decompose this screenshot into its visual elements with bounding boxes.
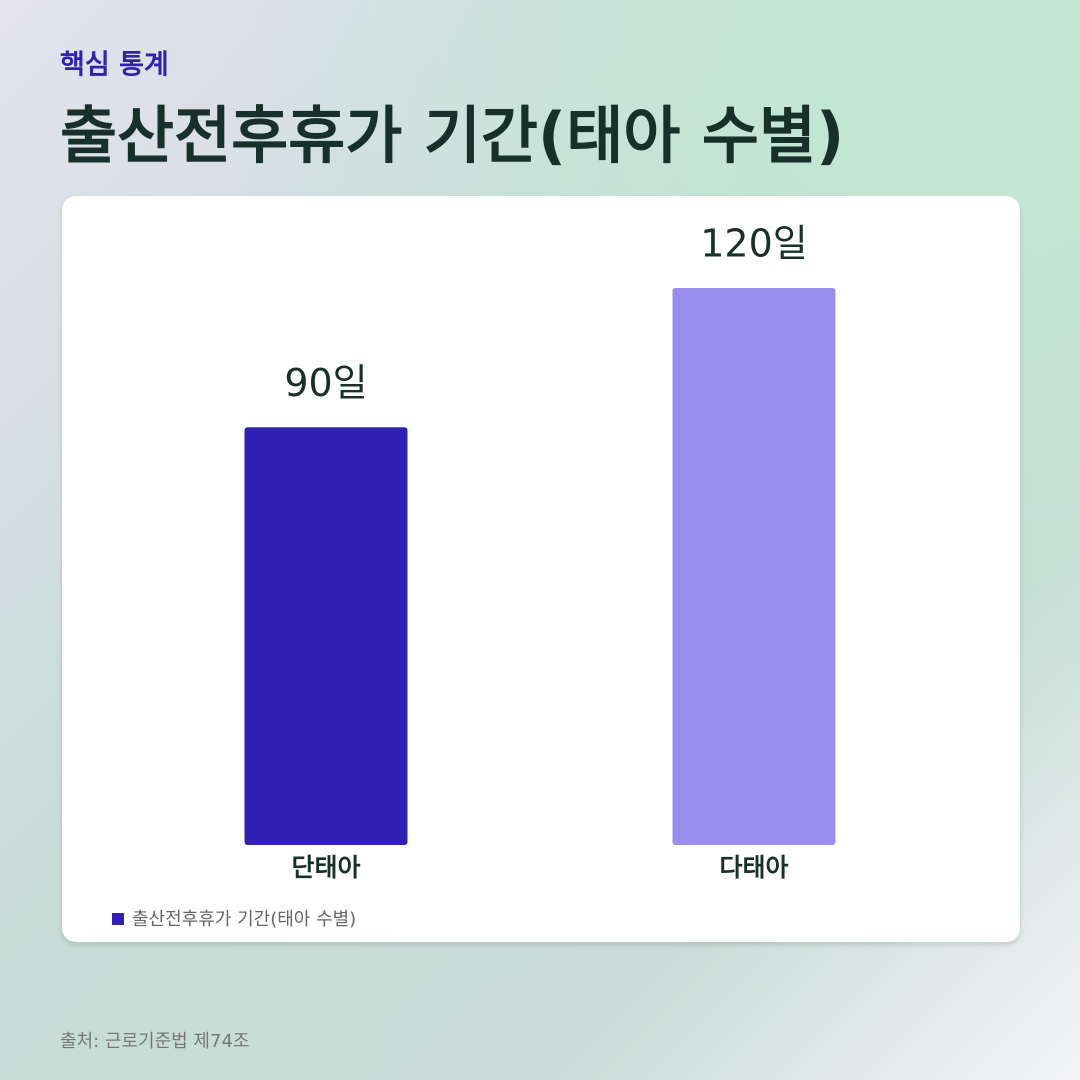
kicker: 핵심 통계 — [60, 50, 169, 81]
category-label: 다태아 — [719, 853, 788, 882]
bar — [672, 288, 836, 845]
legend-label: 출산전후휴가 기간(태아 수별) — [132, 909, 356, 930]
chart-title: 출산전후휴가 기간(태아 수별) — [60, 99, 844, 172]
source: 출처: 근로기준법 제74조 — [60, 1031, 249, 1052]
bar — [244, 427, 408, 845]
value-label: 90일 — [284, 361, 367, 405]
legend-swatch — [112, 913, 124, 925]
chart-card — [62, 196, 1020, 942]
category-label: 단태아 — [291, 853, 360, 882]
value-label: 120일 — [700, 222, 808, 266]
